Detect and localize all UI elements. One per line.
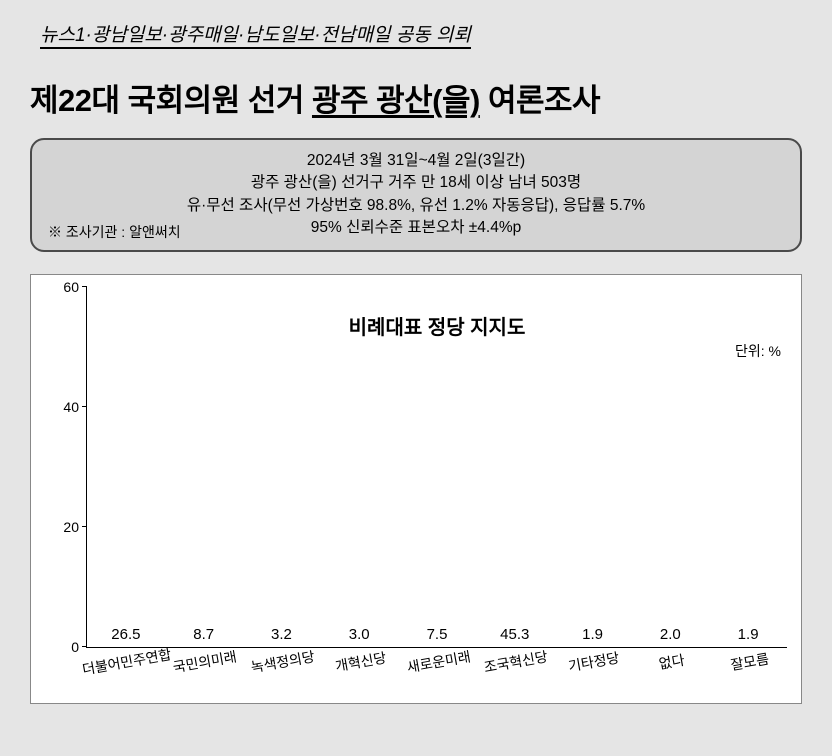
bar-chart: 비례대표 정당 지지도 단위: % 26.58.73.23.07.545.31.… (30, 274, 802, 704)
y-tick-label: 0 (71, 639, 87, 655)
x-axis-label: 녹색정의당 (249, 646, 316, 677)
source-line: 뉴스1·광남일보·광주매일·남도일보·전남매일 공동 의뢰 (40, 20, 802, 47)
x-axis-label: 개혁신당 (333, 647, 387, 676)
bar-value: 3.0 (349, 626, 370, 643)
x-axis-label: 새로운미래 (405, 646, 472, 677)
bar-value: 45.3 (500, 626, 529, 643)
x-axis-label: 조국혁신당 (483, 646, 550, 677)
x-axis-labels: 더불어민주연합국민의미래녹색정의당개혁신당새로운미래조국혁신당기타정당없다잘모름 (86, 648, 787, 703)
info-line-1: 2024년 3월 31일~4월 2일(3일간) (48, 150, 784, 172)
bar-value: 26.5 (111, 626, 140, 643)
bar-value: 3.2 (271, 626, 292, 643)
bar-value: 1.9 (738, 626, 759, 643)
x-axis-label: 국민의미래 (171, 646, 238, 677)
main-title: 제22대 국회의원 선거 광주 광산(을) 여론조사 (30, 75, 802, 120)
y-tick-label: 20 (63, 519, 87, 535)
y-tick-mark (82, 286, 87, 287)
y-tick-mark (82, 646, 87, 647)
bar-value: 8.7 (193, 626, 214, 643)
x-axis-label: 기타정당 (567, 647, 621, 676)
title-prefix: 제22대 국회의원 선거 (30, 83, 312, 118)
survey-agency: ※ 조사기관 : 알앤써치 (48, 222, 181, 242)
title-underline: 광주 광산(을) (312, 83, 480, 118)
info-line-2: 광주 광산(을) 선거구 거주 만 18세 이상 남녀 503명 (48, 172, 784, 194)
y-tick-label: 60 (63, 279, 87, 295)
y-tick-mark (82, 406, 87, 407)
bar-value: 1.9 (582, 626, 603, 643)
title-suffix: 여론조사 (480, 83, 600, 118)
plot-area: 비례대표 정당 지지도 단위: % 26.58.73.23.07.545.31.… (86, 287, 787, 648)
bar-value: 2.0 (660, 626, 681, 643)
bars-layer: 26.5 8.7 3.2 3.0 7.5 45.3 1.9 2.0 1.9 (87, 287, 787, 647)
y-tick-mark (82, 526, 87, 527)
info-line-3: 유·무선 조사(무선 가상번호 98.8%, 유선 1.2% 자동응답), 응답… (48, 195, 784, 217)
x-axis-label: 더불어민주연합 (81, 644, 173, 679)
y-tick-label: 40 (63, 399, 87, 415)
bar-value: 7.5 (427, 626, 448, 643)
x-axis-label: 없다 (657, 650, 686, 674)
x-axis-label: 잘모름 (729, 649, 771, 675)
survey-info-box: 2024년 3월 31일~4월 2일(3일간) 광주 광산(을) 선거구 거주 … (30, 138, 802, 252)
